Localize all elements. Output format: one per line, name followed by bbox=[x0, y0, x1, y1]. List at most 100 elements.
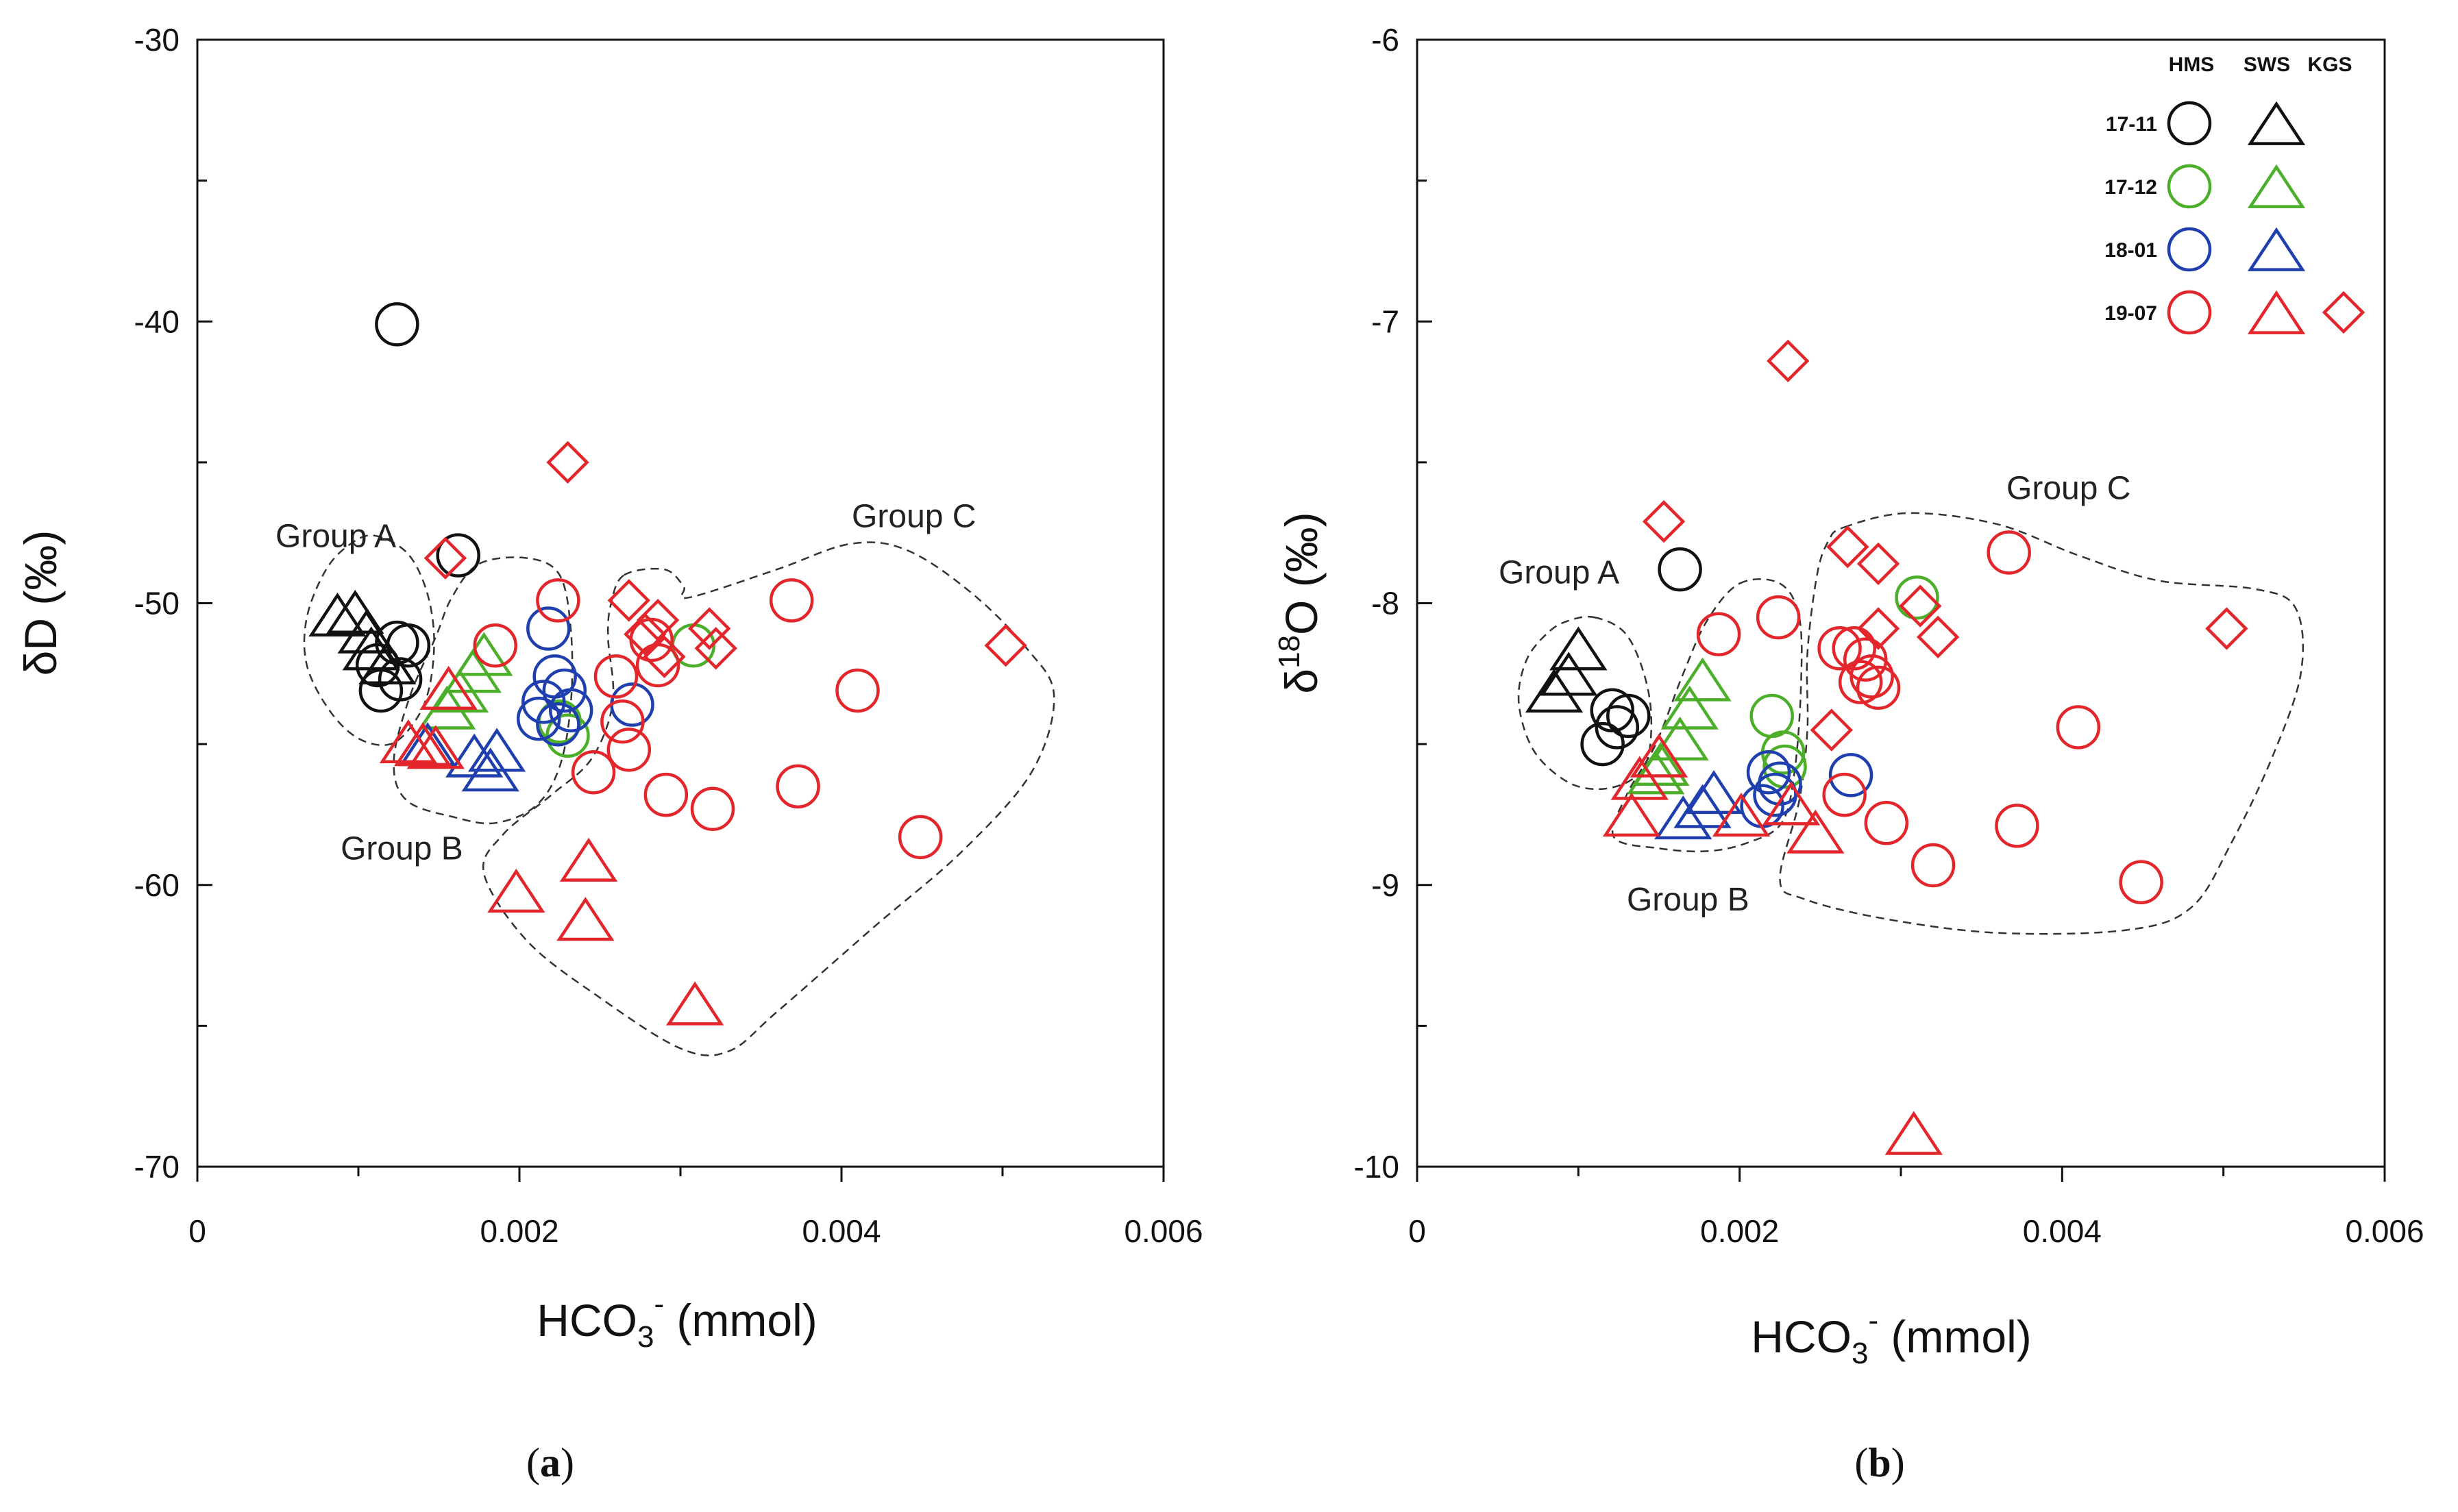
point-19-07-sws bbox=[406, 725, 465, 769]
point-19-07-hms bbox=[835, 668, 880, 713]
point-19-07-kgs bbox=[2205, 607, 2248, 650]
point-19-07-kgs bbox=[1826, 525, 1869, 569]
group-outline bbox=[303, 534, 435, 746]
legend-marker bbox=[2247, 164, 2306, 208]
point-19-07-sws bbox=[1712, 792, 1771, 837]
point-19-07-hms bbox=[600, 699, 645, 744]
point-17-12-hms bbox=[1895, 575, 1939, 620]
panel-a-label: (a) bbox=[526, 1440, 574, 1485]
legend-header: HMS bbox=[2169, 53, 2215, 76]
x-tick-label: 0.004 bbox=[802, 1213, 881, 1249]
point-19-07-sws bbox=[559, 837, 618, 882]
panel-a-xlabel: HCO3- (mmol) bbox=[537, 1287, 817, 1354]
point-18-01-hms bbox=[1828, 753, 1873, 797]
point-17-12-sws bbox=[1651, 716, 1709, 761]
point-19-07-sws bbox=[1630, 733, 1688, 778]
point-18-01-hms bbox=[516, 696, 561, 741]
point-19-07-hms bbox=[643, 772, 689, 817]
panel-b-tick-labels: -6 -7 -8 -9 -100 0.002 0.004 0.006 bbox=[1354, 22, 2424, 1249]
point-19-07-hms bbox=[571, 750, 616, 795]
x-tick-label: 0.002 bbox=[1700, 1213, 1779, 1249]
legend-header: SWS bbox=[2244, 53, 2290, 76]
point-19-07-hms bbox=[1910, 843, 1956, 888]
point-19-07-sws bbox=[379, 719, 438, 764]
legend-label: 17-11 bbox=[2106, 113, 2157, 136]
legend-header: KGS bbox=[2307, 53, 2352, 76]
point-18-01-hms bbox=[548, 688, 593, 733]
group-outline bbox=[482, 541, 1055, 1056]
panel-a: Group A Group B Group C -30 -40 -50 -60 -700 0.… bbox=[15, 22, 1203, 1485]
panel-a-tick-labels: -30 -40 -50 -60 -700 0.002 0.004 0.006 bbox=[134, 22, 1203, 1249]
y-tick-label: -60 bbox=[134, 867, 180, 903]
panel-a-group-labels: Group A Group B Group C bbox=[275, 498, 976, 867]
point-17-11-sws bbox=[337, 609, 395, 654]
panel-b-markers bbox=[1525, 339, 2248, 1155]
group-label: Group B bbox=[1627, 882, 1749, 918]
point-18-01-sws bbox=[1673, 784, 1732, 828]
point-19-07-hms bbox=[1995, 804, 2039, 848]
panel-a-outlines bbox=[303, 534, 1055, 1056]
group-label: Group C bbox=[852, 498, 976, 534]
x-tick-label: 0.006 bbox=[2345, 1213, 2424, 1249]
point-19-07-sws bbox=[1610, 756, 1669, 800]
legend-marker bbox=[2247, 227, 2306, 271]
point-19-07-kgs bbox=[607, 579, 650, 622]
group-label: Group A bbox=[275, 518, 396, 554]
point-19-07-sws bbox=[1884, 1111, 1943, 1155]
group-outline bbox=[1779, 512, 2305, 935]
legend-marker bbox=[2247, 101, 2306, 145]
y-tick-label: -9 bbox=[1371, 867, 1399, 903]
point-19-07-hms bbox=[769, 578, 814, 623]
group-outline bbox=[1517, 615, 1653, 791]
point-19-07-sws bbox=[419, 665, 478, 710]
point-19-07-kgs bbox=[1916, 615, 1960, 659]
point-19-07-kgs bbox=[1856, 542, 1900, 586]
y-tick-label: -8 bbox=[1371, 586, 1399, 621]
panel-a-frame bbox=[196, 38, 1165, 1168]
point-19-07-hms bbox=[2119, 860, 2163, 904]
point-17-11-hms bbox=[436, 533, 480, 578]
legend-marker bbox=[2322, 290, 2365, 334]
point-19-07-kgs bbox=[1899, 584, 1942, 628]
point-19-07-kgs bbox=[984, 624, 1027, 667]
point-19-07-kgs bbox=[643, 635, 686, 678]
point-19-07-kgs bbox=[694, 627, 737, 670]
x-tick-label: 0 bbox=[1408, 1213, 1426, 1249]
panel-a-ticks bbox=[196, 38, 1165, 1182]
legend-marker bbox=[2167, 227, 2212, 272]
point-19-07-kgs bbox=[1767, 339, 1810, 383]
point-19-07-sws bbox=[1602, 792, 1661, 837]
point-18-01-sws bbox=[467, 728, 526, 772]
point-19-07-kgs bbox=[636, 598, 680, 642]
point-17-11-hms bbox=[375, 302, 419, 347]
group-label: Group B bbox=[341, 831, 463, 867]
group-label: Group A bbox=[1499, 555, 1619, 591]
point-17-12-sws bbox=[1660, 685, 1719, 730]
point-19-07-hms bbox=[898, 815, 943, 860]
point-19-07-hms bbox=[536, 578, 580, 623]
point-19-07-kgs bbox=[546, 441, 589, 484]
panel-a-ylabel: δD (‰) bbox=[15, 530, 66, 676]
point-19-07-sws bbox=[1786, 809, 1845, 854]
y-tick-label: -50 bbox=[134, 586, 180, 621]
panel-b-label: (b) bbox=[1854, 1440, 1904, 1485]
point-17-11-hms bbox=[1590, 688, 1635, 733]
point-19-07-hms bbox=[1864, 801, 1909, 845]
y-tick-label: -40 bbox=[134, 303, 180, 339]
point-17-11-sws bbox=[308, 592, 367, 637]
point-17-11-hms bbox=[1580, 721, 1625, 767]
legend-marker bbox=[2167, 164, 2212, 209]
point-19-07-hms bbox=[776, 764, 820, 809]
point-17-12-hms bbox=[545, 713, 590, 758]
point-19-07-sws bbox=[1762, 781, 1821, 826]
point-18-01-hms bbox=[521, 680, 566, 724]
point-19-07-hms bbox=[593, 654, 639, 699]
y-tick-label: -10 bbox=[1354, 1149, 1399, 1185]
point-19-07-hms bbox=[1856, 665, 1901, 710]
point-19-07-sws bbox=[556, 897, 615, 941]
point-19-07-hms bbox=[1838, 660, 1883, 704]
point-19-07-hms bbox=[2056, 705, 2101, 749]
x-tick-label: 0.002 bbox=[480, 1213, 558, 1249]
point-19-07-hms bbox=[606, 728, 652, 772]
x-tick-label: 0.006 bbox=[1124, 1213, 1203, 1249]
